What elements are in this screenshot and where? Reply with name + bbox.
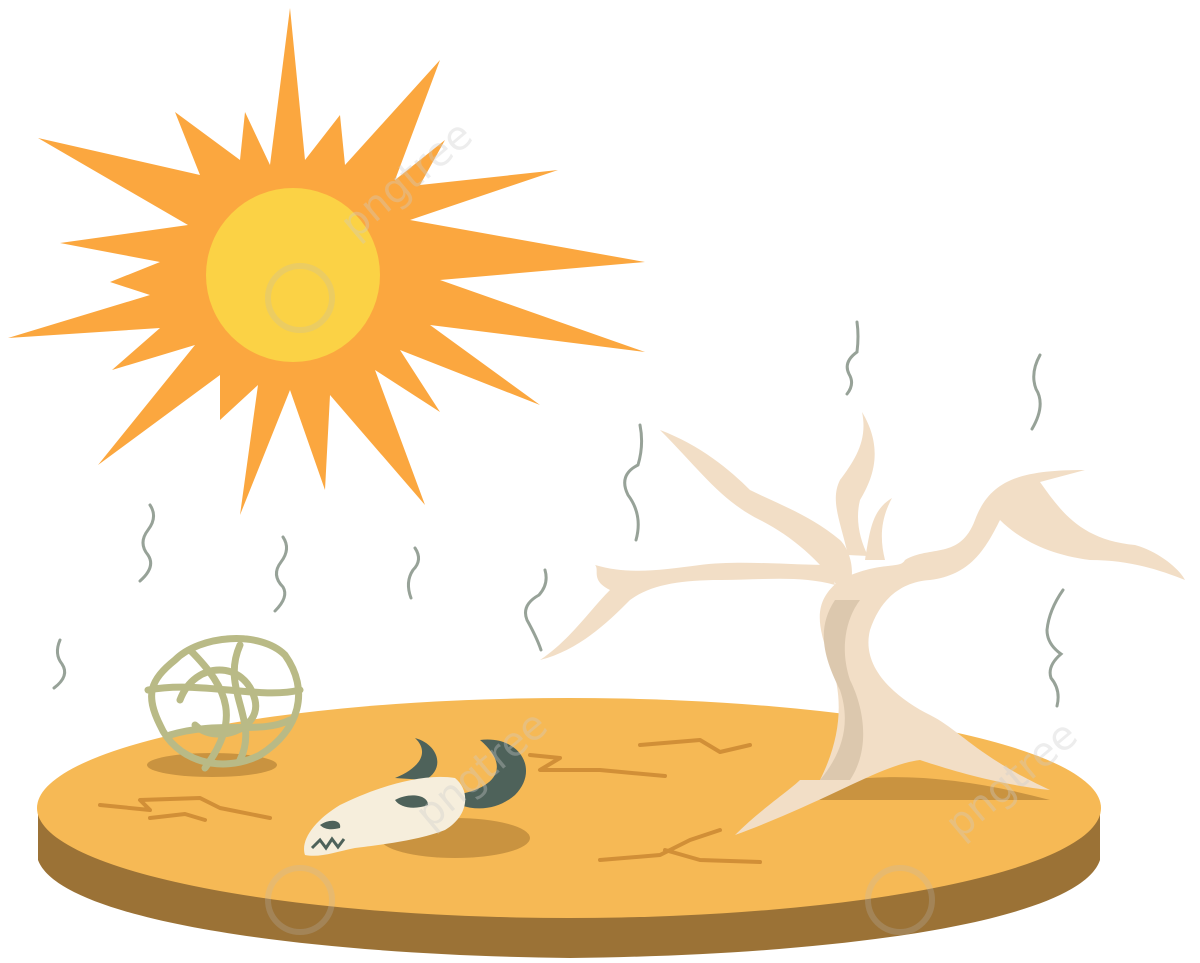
ground-crack bbox=[528, 753, 667, 778]
heat-wave bbox=[524, 568, 548, 652]
ground-crack bbox=[638, 738, 752, 754]
tumbleweed-strand bbox=[186, 646, 230, 772]
tumbleweed-strand bbox=[144, 683, 304, 697]
watermark-logo bbox=[265, 865, 335, 935]
tree-shade bbox=[820, 600, 864, 780]
tree-branch bbox=[540, 562, 835, 660]
heat-wave bbox=[406, 546, 420, 600]
sun-core bbox=[206, 188, 380, 362]
skull-nose bbox=[320, 820, 341, 830]
ground-cracks bbox=[98, 738, 762, 864]
tumbleweed-strand bbox=[148, 635, 303, 768]
dead-tree bbox=[540, 412, 1185, 835]
heat-waves bbox=[52, 320, 1065, 708]
tree-branch bbox=[865, 498, 892, 560]
heat-wave bbox=[623, 423, 644, 542]
heat-wave bbox=[1030, 353, 1042, 431]
skull-horn bbox=[395, 738, 438, 780]
sun bbox=[8, 8, 645, 515]
watermark-logo bbox=[865, 865, 935, 935]
heat-wave bbox=[138, 503, 155, 583]
skull-horn bbox=[455, 739, 527, 809]
ground-crack bbox=[98, 796, 272, 820]
tumbleweed-strand bbox=[230, 641, 250, 764]
ground-crack bbox=[148, 812, 207, 822]
skull-eye bbox=[395, 795, 428, 808]
heat-wave bbox=[52, 638, 67, 690]
heat-wave bbox=[273, 535, 288, 613]
tumbleweed-strand bbox=[176, 666, 260, 738]
ground-crack bbox=[663, 848, 762, 864]
tree-branch bbox=[660, 430, 852, 590]
tree-shadow bbox=[800, 777, 1050, 800]
watermark-logo bbox=[265, 263, 335, 333]
heat-wave bbox=[1045, 588, 1065, 708]
tree-branch bbox=[835, 412, 875, 556]
ground-crack bbox=[598, 828, 722, 862]
skull-teeth bbox=[310, 836, 346, 851]
skull-bone bbox=[304, 776, 466, 856]
heat-wave bbox=[845, 320, 860, 396]
cattle-skull bbox=[304, 738, 527, 856]
tumbleweed bbox=[144, 635, 304, 772]
